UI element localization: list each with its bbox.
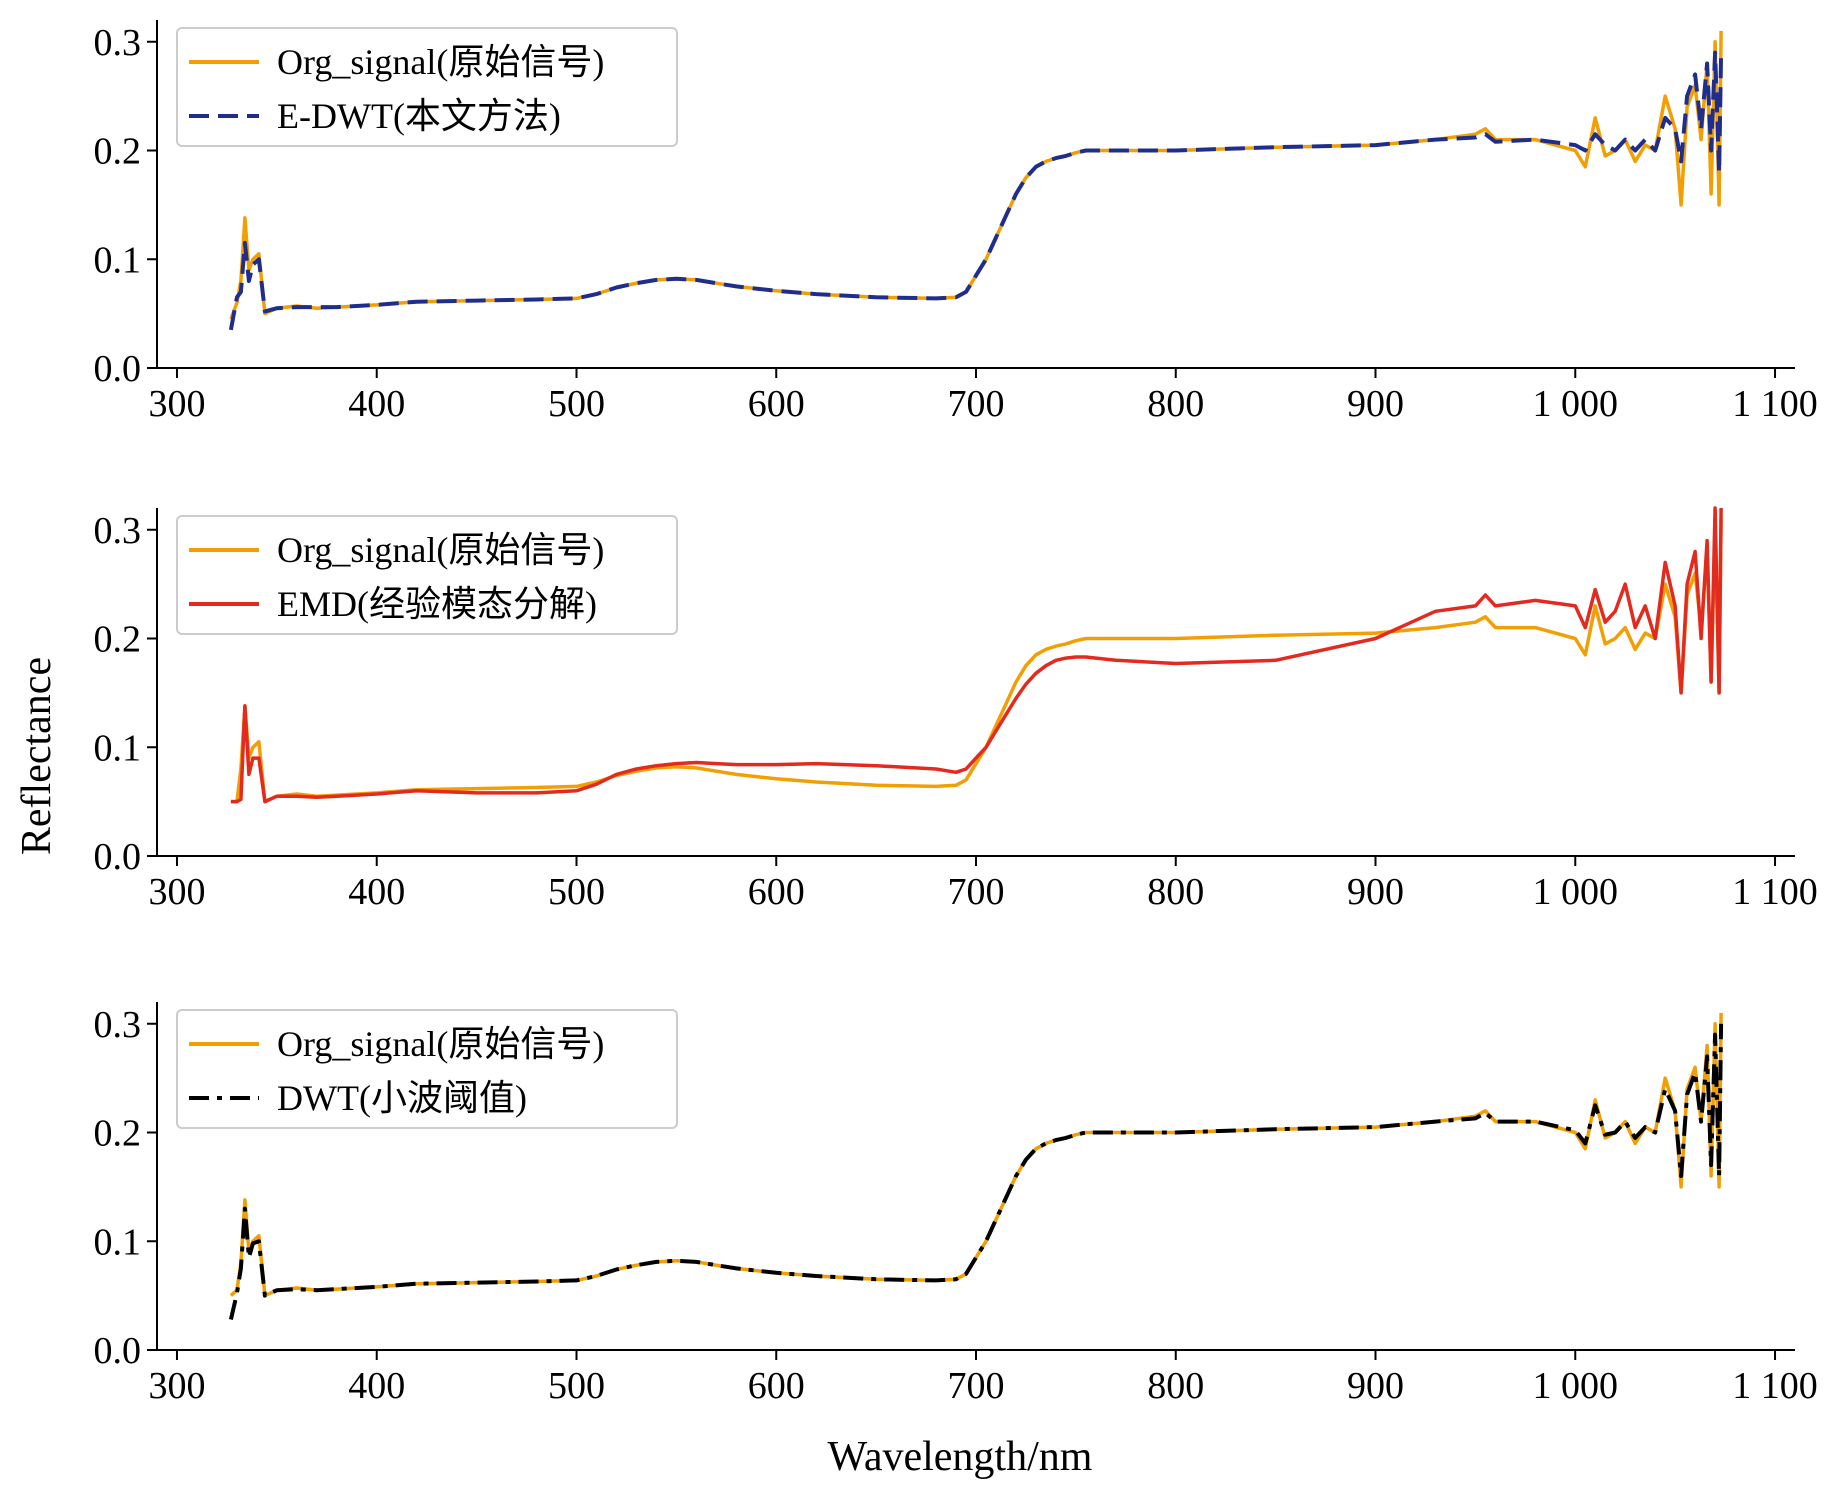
y-tick-label: 0.0 [94, 1330, 142, 1372]
x-tick-label: 600 [748, 871, 805, 913]
legend-box [176, 27, 678, 147]
x-tick-label: 1 000 [1533, 1365, 1619, 1407]
x-axis-title: Wavelength/nm [828, 1434, 1093, 1480]
y-tick-label: 0.0 [94, 348, 142, 390]
y-tick-label: 0.0 [94, 836, 142, 878]
x-tick-label: 700 [948, 383, 1005, 425]
legend-box [176, 515, 678, 635]
series-line-1 [230, 506, 1723, 804]
legend-label-1: EMD(经验模态分解) [277, 584, 597, 624]
x-tick-label: 900 [1347, 871, 1404, 913]
y-tick-label: 0.1 [94, 727, 142, 769]
legend: Org_signal(原始信号) E-DWT(本文方法) [176, 27, 678, 147]
y-tick-label: 0.3 [94, 22, 142, 64]
x-tick-label: 300 [148, 383, 205, 425]
x-tick-label: 700 [948, 871, 1005, 913]
y-tick-label: 0.3 [94, 1004, 142, 1046]
x-tick-label: 600 [748, 1365, 805, 1407]
x-tick-label: 300 [148, 1365, 205, 1407]
x-tick-label: 1 000 [1533, 383, 1619, 425]
x-tick-label: 800 [1147, 383, 1204, 425]
x-tick-label: 1 100 [1732, 383, 1818, 425]
x-tick-label: 600 [748, 383, 805, 425]
x-tick-label: 1 000 [1533, 871, 1619, 913]
x-tick-label: 900 [1347, 383, 1404, 425]
chart-panel-top: 300 400 500 600 700 800 900 1 000 1 1000.00.10.2… [94, 20, 1818, 425]
legend-label-0: Org_signal(原始信号) [277, 42, 604, 82]
x-tick-label: 700 [948, 1365, 1005, 1407]
legend-label-0: Org_signal(原始信号) [277, 530, 604, 570]
chart-panel-middle: 300 400 500 600 700 800 900 1 000 1 1000.00.10.2… [94, 506, 1818, 913]
legend: Org_signal(原始信号) DWT(小波阈值) [176, 1009, 678, 1129]
x-tick-label: 400 [348, 383, 405, 425]
x-tick-label: 1 100 [1732, 1365, 1818, 1407]
x-tick-label: 400 [348, 871, 405, 913]
x-tick-label: 500 [548, 871, 605, 913]
legend: Org_signal(原始信号) EMD(经验模态分解) [176, 515, 678, 635]
legend-label-1: E-DWT(本文方法) [277, 96, 561, 136]
y-tick-label: 0.2 [94, 619, 142, 661]
x-tick-label: 500 [548, 383, 605, 425]
x-tick-label: 400 [348, 1365, 405, 1407]
legend-box [176, 1009, 678, 1129]
y-axis-title: Reflectance [14, 657, 60, 855]
x-tick-label: 800 [1147, 871, 1204, 913]
x-tick-label: 900 [1347, 1365, 1404, 1407]
x-tick-label: 500 [548, 1365, 605, 1407]
series-line-1 [228, 1023, 1724, 1320]
y-tick-label: 0.1 [94, 239, 142, 281]
x-tick-label: 1 100 [1732, 871, 1818, 913]
legend-label-1: DWT(小波阈值) [277, 1078, 527, 1118]
y-tick-label: 0.3 [94, 510, 142, 552]
y-tick-label: 0.1 [94, 1221, 142, 1263]
legend-label-0: Org_signal(原始信号) [277, 1024, 604, 1064]
series-line-0 [229, 30, 1723, 320]
y-tick-label: 0.2 [94, 1113, 142, 1155]
y-tick-label: 0.2 [94, 131, 142, 173]
x-tick-label: 800 [1147, 1365, 1204, 1407]
x-tick-label: 300 [148, 871, 205, 913]
chart-panel-bottom: 300 400 500 600 700 800 900 1 000 1 1000.00.10.2… [94, 1002, 1818, 1407]
